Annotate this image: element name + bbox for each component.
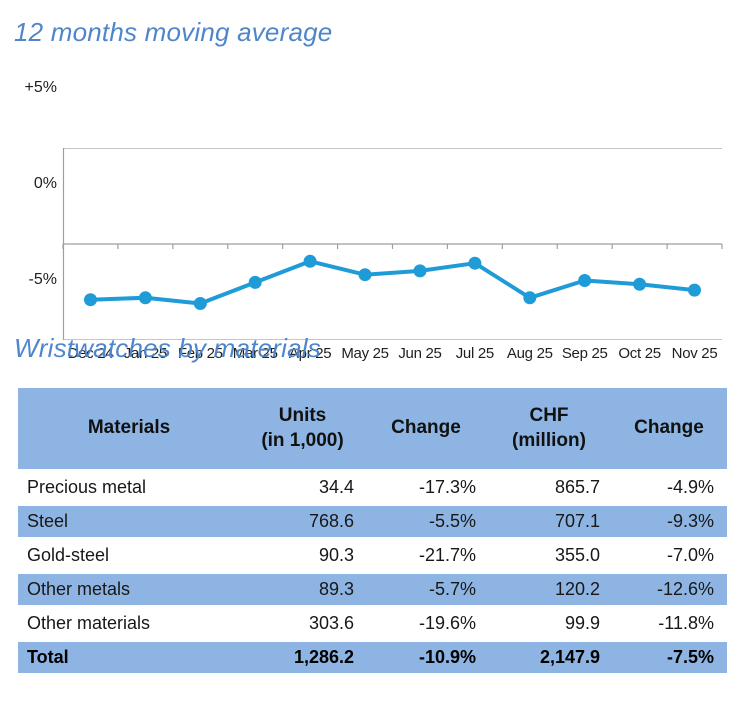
material-cell: Gold-steel [18, 540, 240, 571]
col-header-label: Change [391, 417, 461, 439]
x-axis-label: Nov 25 [671, 345, 718, 362]
data-point-marker-jul-25 [468, 256, 482, 270]
chf-cell: 99.9 [487, 608, 611, 639]
col-header-chf: CHF (million) [487, 388, 611, 469]
units-cell: 1,286.2 [240, 642, 365, 673]
material-cell: Other materials [18, 608, 240, 639]
x-axis-label: Aug 25 [506, 345, 553, 362]
x-axis-label: Jun 25 [398, 345, 442, 362]
y-axis-label: -5% [28, 271, 57, 288]
col-header-label: Change [634, 417, 704, 439]
data-point-marker-sep-25 [578, 274, 592, 287]
data-point-marker-jun-25 [413, 264, 427, 278]
data-point-marker-aug-25 [523, 291, 537, 305]
moving-average-line-chart: +5% 0% -5% Dec 24 Jan 25 Feb 25 Mar 25 Apr 25 Ma… [0, 60, 745, 362]
table-row-steel: Steel 768.6 -5.5% 707.1 -9.3% [18, 506, 727, 537]
wristwatches-by-materials-table: Materials Units (in 1,000) Change CHF (m… [18, 385, 727, 676]
col-header-units-change: Change [365, 388, 487, 469]
chf-cell: 120.2 [487, 574, 611, 605]
x-axis-label: May 25 [341, 345, 389, 362]
x-axis-label: Apr 25 [288, 345, 332, 362]
material-cell: Steel [18, 506, 240, 537]
col-header-label: CHF [529, 404, 569, 426]
units-cell: 34.4 [240, 472, 365, 503]
data-point-marker-may-25 [358, 268, 372, 282]
chf-change-cell: -7.5% [611, 642, 727, 673]
x-axis-label: Feb 25 [177, 345, 223, 362]
units-cell: 303.6 [240, 608, 365, 639]
data-point-marker-feb-25 [193, 297, 207, 310]
chf-change-cell: -4.9% [611, 472, 727, 503]
chf-cell: 865.7 [487, 472, 611, 503]
x-axis-label: Dec 24 [67, 345, 114, 362]
chf-cell: 2,147.9 [487, 642, 611, 673]
data-point-marker-mar-25 [248, 275, 262, 289]
y-axis-label: +5% [24, 79, 57, 96]
table-title: Wristwatches by materials [14, 333, 321, 363]
x-axis-label: Mar 25 [232, 345, 278, 362]
x-axis-label: Oct 25 [618, 345, 661, 362]
line-chart-plot [62, 148, 723, 340]
data-point-marker-apr-25 [303, 254, 317, 268]
units-cell: 89.3 [240, 574, 365, 605]
units-change-cell: -5.5% [365, 506, 487, 537]
table-row-total: Total 1,286.2 -10.9% 2,147.9 -7.5% [18, 642, 727, 673]
data-point-marker-nov-25 [688, 283, 701, 297]
chf-change-cell: -12.6% [611, 574, 727, 605]
units-cell: 768.6 [240, 506, 365, 537]
data-point-marker-jan-25 [138, 291, 152, 305]
col-header-units: Units (in 1,000) [240, 388, 365, 469]
chf-cell: 355.0 [487, 540, 611, 571]
x-axis-label: Jan 25 [123, 345, 168, 362]
units-change-cell: -17.3% [365, 472, 487, 503]
table-row-precious-metal: Precious metal 34.4 -17.3% 865.7 -4.9% [18, 472, 727, 503]
table-row-other-materials: Other materials 303.6 -19.6% 99.9 -11.8% [18, 608, 727, 639]
col-header-sub: (in 1,000) [261, 429, 344, 451]
data-point-marker-dec-24 [84, 293, 97, 307]
units-change-cell: -21.7% [365, 540, 487, 571]
col-header-label: Materials [87, 417, 171, 439]
material-cell: Total [18, 642, 240, 673]
table-row-other-metals: Other metals 89.3 -5.7% 120.2 -12.6% [18, 574, 727, 605]
col-header-label: Units [278, 404, 327, 426]
units-change-cell: -19.6% [365, 608, 487, 639]
chf-change-cell: -11.8% [611, 608, 727, 639]
material-cell: Other metals [18, 574, 240, 605]
table-row-gold-steel: Gold-steel 90.3 -21.7% 355.0 -7.0% [18, 540, 727, 571]
units-change-cell: -10.9% [365, 642, 487, 673]
data-point-marker-oct-25 [633, 277, 647, 291]
moving-average-series-line [88, 259, 697, 306]
col-header-sub: (million) [512, 429, 586, 451]
col-header-materials: Materials [18, 388, 240, 469]
units-change-cell: -5.7% [365, 574, 487, 605]
table-header-row: Materials Units (in 1,000) Change CHF (m… [18, 388, 727, 469]
chart-title: 12 months moving average [14, 17, 333, 47]
chf-change-cell: -9.3% [611, 506, 727, 537]
units-cell: 90.3 [240, 540, 365, 571]
material-cell: Precious metal [18, 472, 240, 503]
y-axis-label: 0% [33, 175, 57, 192]
col-header-chf-change: Change [611, 388, 727, 469]
chf-change-cell: -7.0% [611, 540, 727, 571]
x-axis-label: Sep 25 [561, 345, 608, 362]
x-axis-label: Jul 25 [455, 345, 495, 362]
chf-cell: 707.1 [487, 506, 611, 537]
